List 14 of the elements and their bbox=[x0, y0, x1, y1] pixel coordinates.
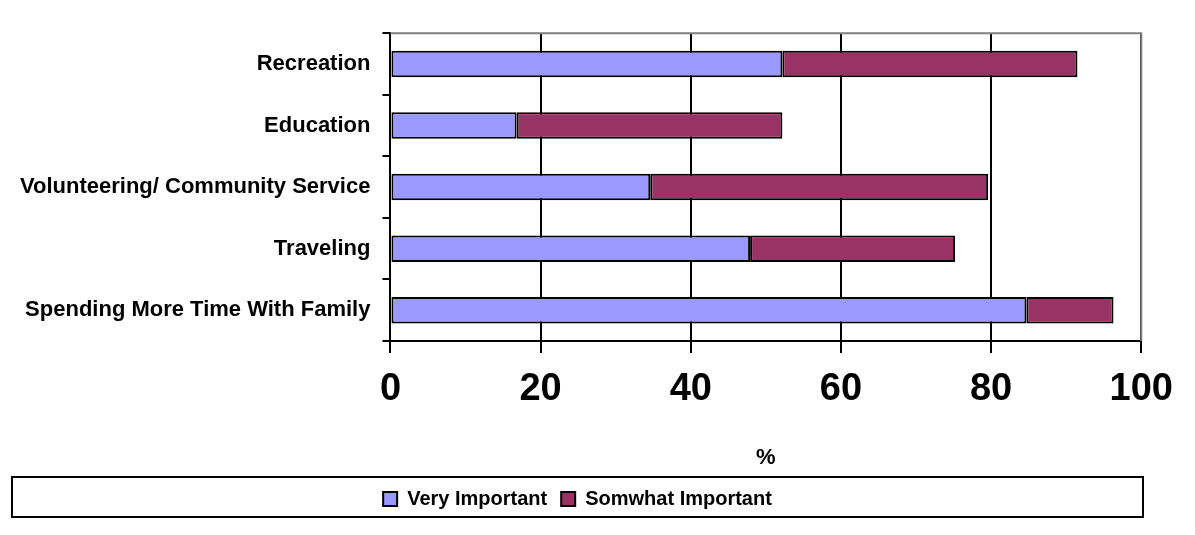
x-tick-label: 80 bbox=[969, 366, 1013, 409]
y-tick-label: Recreation bbox=[256, 50, 371, 76]
x-tick-label: 0 bbox=[379, 366, 402, 409]
y-tick-label: Education bbox=[264, 111, 371, 137]
x-axis-title: % bbox=[756, 443, 776, 469]
x-tick-label: 20 bbox=[519, 366, 562, 409]
legend-label: Somwhat Important bbox=[585, 486, 773, 509]
x-tick-label: 100 bbox=[1109, 366, 1173, 409]
x-tick-label: 60 bbox=[819, 366, 863, 409]
legend-label: Very Important bbox=[407, 486, 548, 509]
y-tick-label: Spending More Time With Family bbox=[25, 296, 372, 322]
y-tick-label: Volunteering/ Community Service bbox=[19, 173, 371, 199]
y-tick-label: Traveling bbox=[273, 234, 371, 260]
x-tick-label: 40 bbox=[669, 366, 712, 409]
